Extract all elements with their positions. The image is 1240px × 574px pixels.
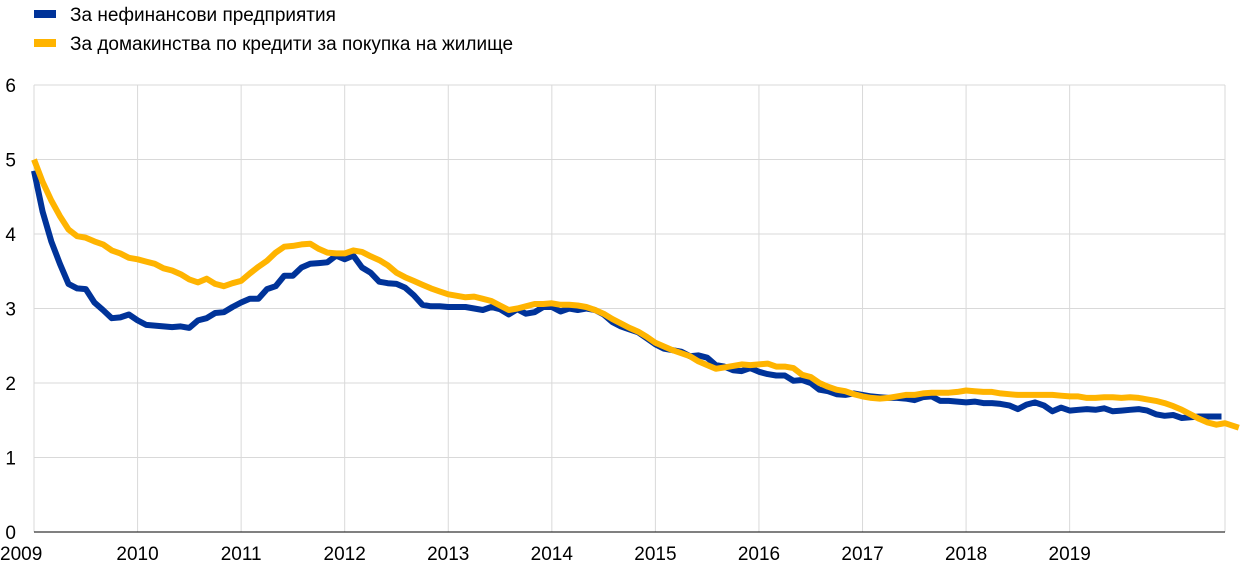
legend-label-2: За домакинства по кредити за покупка на …	[70, 34, 513, 55]
y-tick-label: 1	[5, 449, 16, 470]
y-tick-label: 4	[5, 225, 16, 246]
x-tick-label: 2014	[531, 544, 574, 565]
y-tick-label: 3	[5, 300, 16, 321]
x-tick-label: 2011	[221, 544, 262, 565]
series-line-1	[31, 170, 1222, 421]
y-tick-label: 6	[5, 76, 16, 97]
x-tick-label: 2016	[738, 544, 780, 565]
x-tick-label: 2017	[841, 544, 883, 565]
x-tick-label: 2013	[427, 544, 469, 565]
chart-grid	[33, 84, 1226, 532]
x-tick-label: 2015	[634, 544, 676, 565]
chart-legend: За нефинансови предприятия За домакинства…	[34, 5, 513, 55]
y-tick-label: 5	[5, 151, 16, 172]
x-tick-label: 2009	[0, 544, 42, 565]
y-axis-ticks: 0 1 2 3 4 5 6	[5, 76, 16, 544]
x-axis-ticks: 2009 2010 2011 2012 2013 2014 2015 2016 2017 2018…	[0, 544, 1091, 565]
legend-swatch-2	[34, 39, 56, 47]
legend-label-1: За нефинансови предприятия	[70, 5, 336, 26]
y-tick-label: 2	[5, 374, 16, 395]
x-tick-label: 2012	[324, 544, 366, 565]
series-line-2	[31, 158, 1240, 431]
chart-series	[31, 158, 1240, 431]
x-tick-label: 2018	[945, 544, 987, 565]
x-tick-label: 2010	[116, 544, 158, 565]
x-tick-label: 2019	[1049, 544, 1091, 565]
legend-swatch-1	[34, 10, 56, 18]
y-tick-label: 0	[5, 523, 16, 544]
